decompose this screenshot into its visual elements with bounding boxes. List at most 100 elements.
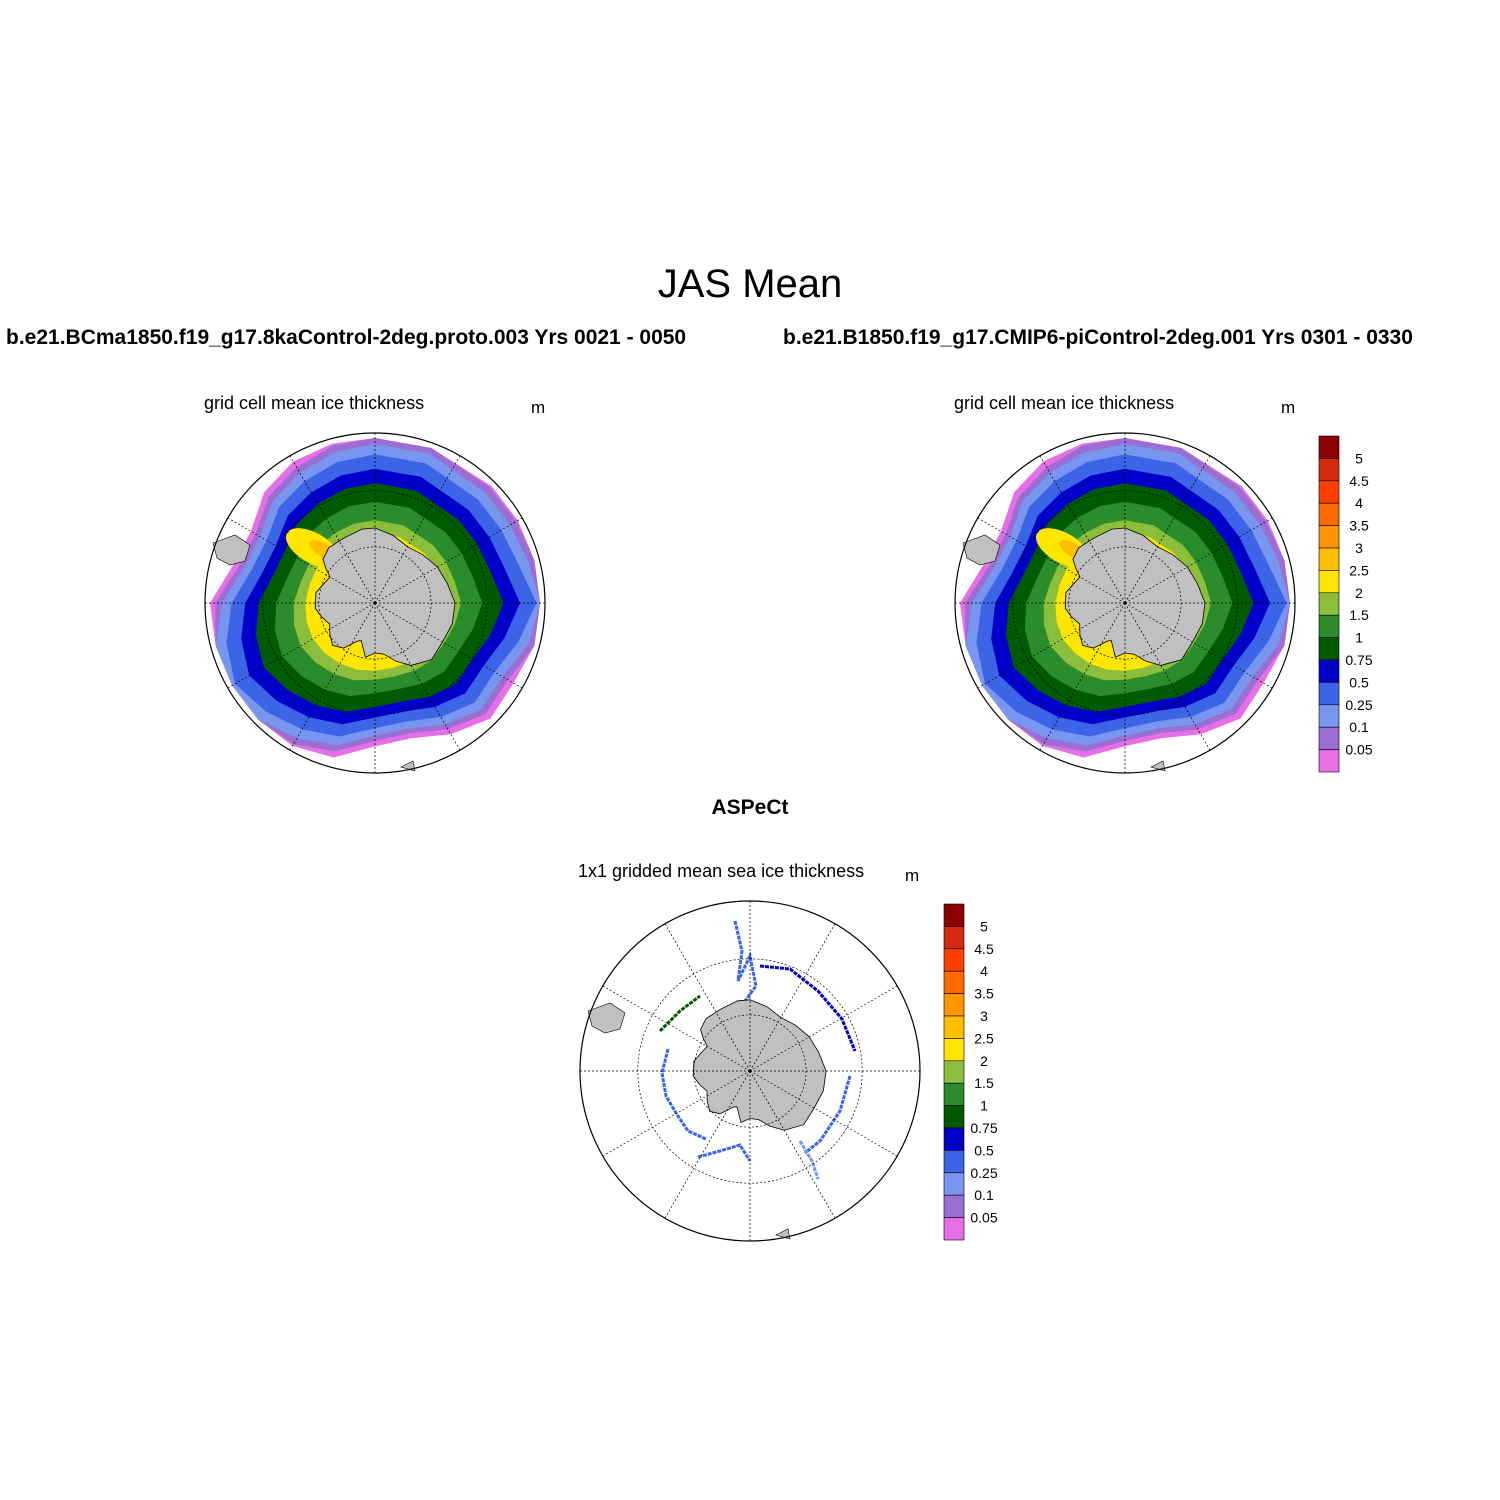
colorbar-swatch: [943, 1217, 965, 1241]
colorbar-label: 0.5: [974, 1142, 994, 1158]
antarctica-land: [314, 527, 456, 666]
meridian-line: [602, 985, 751, 1072]
meridian-line: [374, 602, 461, 751]
colorbar-swatch: [1318, 502, 1340, 526]
meridian-line: [1039, 455, 1126, 604]
parallel-circle: [262, 490, 488, 716]
colorbar-swatch: [943, 948, 965, 972]
meridian-line: [227, 517, 376, 604]
top-colorbar: 5 4.5 4 3.5 3 2.5 2 1.5 1 0.75 0.5 0.25 0.1 0.05: [1318, 435, 1373, 773]
antarctica-land: [692, 999, 827, 1131]
colorbar-label: 3: [1355, 540, 1363, 556]
colorbar-swatch: [943, 993, 965, 1017]
colorbar-swatch: [1318, 726, 1340, 750]
meridian-line: [749, 1070, 836, 1219]
colorbar-swatch: [1318, 525, 1340, 549]
left-panel-subtitle: grid cell mean ice thickness: [204, 393, 425, 413]
meridian-line: [1124, 517, 1273, 604]
colorbar-label: 0.75: [970, 1120, 997, 1136]
colorbar-swatch: [1318, 458, 1340, 482]
colorbar-label: 1.5: [974, 1075, 994, 1091]
obs-polar-map: [579, 900, 921, 1242]
meridian-line: [977, 517, 1126, 604]
left-case-title: b.e21.BCma1850.f19_g17.8kaControl-2deg.p…: [6, 326, 687, 349]
colorbar-swatch: [943, 1150, 965, 1174]
colorbar-label: 3: [980, 1008, 988, 1024]
meridian-line: [289, 602, 376, 751]
colorbar-label: 1: [1355, 630, 1363, 646]
obs-panel-subtitle: 1x1 gridded mean sea ice thickness: [578, 861, 865, 881]
right-panel-unit: m: [1281, 398, 1296, 417]
south-america-land: [587, 1002, 626, 1034]
colorbar-swatch: [943, 970, 965, 994]
right-polar-map: [954, 432, 1296, 774]
left-panel-unit: m: [531, 398, 546, 417]
ship-track-5: [804, 1075, 852, 1155]
colorbar-swatch: [1318, 614, 1340, 638]
meridian-line: [749, 985, 898, 1072]
colorbar-swatch: [1318, 704, 1340, 728]
colorbar-swatch: [1318, 637, 1340, 661]
meridian-line: [1124, 455, 1211, 604]
colorbar-swatch: [1318, 480, 1340, 504]
parallel-circle: [1012, 490, 1238, 716]
colorbar-label: 5: [980, 918, 988, 934]
colorbar-swatch: [1318, 435, 1340, 459]
ship-track-3: [733, 920, 758, 1002]
colorbar-swatch: [1318, 547, 1340, 571]
meridian-line: [374, 517, 523, 604]
colorbar-label: 5: [1355, 450, 1363, 466]
map-border: [204, 432, 546, 774]
colorbar-label: 0.1: [1349, 719, 1369, 735]
bottom-colorbar: 5 4.5 4 3.5 3 2.5 2 1.5 1 0.75 0.5 0.25 0.1 0.05: [943, 903, 998, 1241]
colorbar-swatch: [943, 926, 965, 950]
colorbar-swatch: [943, 1127, 965, 1151]
colorbar-label: 0.05: [1345, 742, 1372, 758]
figure-title: JAS Mean: [657, 262, 843, 306]
ship-track-2: [697, 1143, 752, 1162]
colorbar-label: 0.25: [970, 1165, 997, 1181]
colorbar-label: 2.5: [974, 1030, 994, 1046]
colorbar-swatch: [943, 1105, 965, 1129]
colorbar-label: 3.5: [1349, 518, 1369, 534]
colorbar-label: 0.05: [970, 1210, 997, 1226]
parallel-circle: [693, 1014, 807, 1128]
colorbar-swatch: [943, 1038, 965, 1062]
colorbar-swatch: [1318, 749, 1340, 773]
meridian-line: [664, 1070, 751, 1219]
meridian-line: [749, 923, 836, 1072]
right-case-title: b.e21.B1850.f19_g17.CMIP6-piControl-2deg…: [783, 326, 1413, 349]
colorbar-label: 1: [980, 1098, 988, 1114]
colorbar-label: 1.5: [1349, 607, 1369, 623]
meridian-line: [749, 1070, 898, 1157]
meridian-line: [977, 602, 1126, 689]
colorbar-swatch: [943, 903, 965, 927]
meridian-line: [374, 602, 523, 689]
colorbar-swatch: [943, 1194, 965, 1218]
parallel-circle: [637, 958, 863, 1184]
colorbar-label: 0.25: [1345, 697, 1372, 713]
colorbar-swatch: [943, 1060, 965, 1084]
antarctica-land: [1064, 527, 1206, 666]
colorbar-label: 2.5: [1349, 562, 1369, 578]
colorbar-swatch: [1318, 659, 1340, 683]
south-america-land: [212, 534, 251, 566]
left-polar-map: [204, 432, 546, 774]
colorbar-label: 4: [980, 963, 988, 979]
meridian-line: [1124, 602, 1273, 689]
colorbar-swatch: [1318, 570, 1340, 594]
parallel-circle: [318, 546, 432, 660]
parallel-circle: [1068, 546, 1182, 660]
ship-track-4: [759, 964, 857, 1052]
colorbar-swatch: [943, 1082, 965, 1106]
colorbar-label: 4.5: [974, 941, 994, 957]
colorbar-swatch: [1318, 682, 1340, 706]
south-america-land: [962, 534, 1001, 566]
colorbar-label: 0.1: [974, 1187, 994, 1203]
map-border: [579, 900, 921, 1242]
map-border: [954, 432, 1296, 774]
colorbar-swatch: [1318, 592, 1340, 616]
ship-track-7: [798, 1140, 820, 1180]
colorbar-swatch: [943, 1015, 965, 1039]
right-panel-subtitle: grid cell mean ice thickness: [954, 393, 1175, 413]
